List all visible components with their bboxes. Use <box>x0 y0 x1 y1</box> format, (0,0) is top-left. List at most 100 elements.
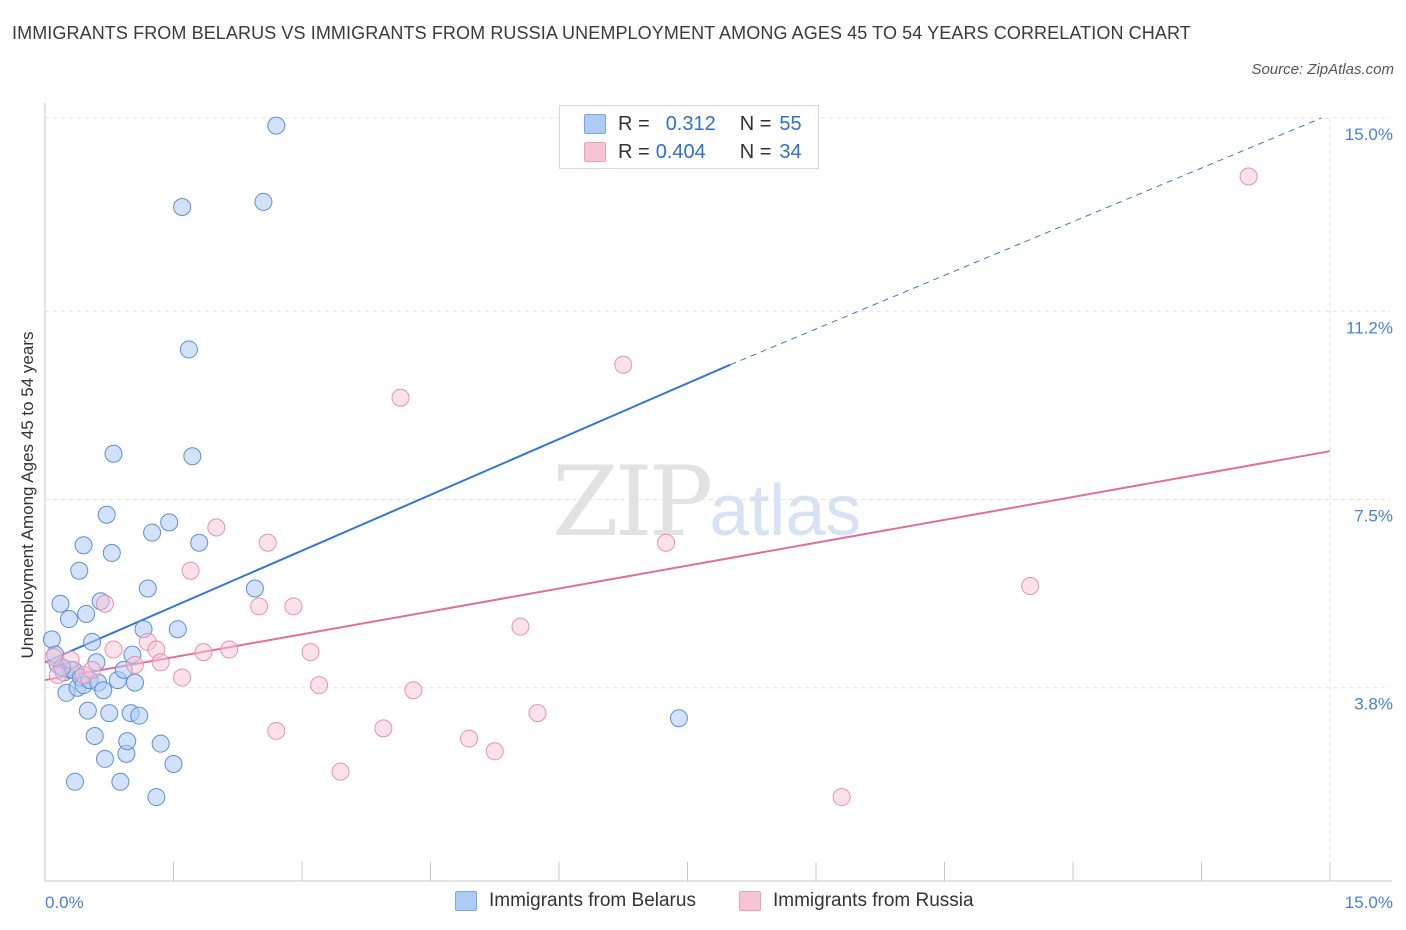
point-russia <box>220 640 239 659</box>
point-russia <box>173 668 192 687</box>
point-russia <box>125 655 144 674</box>
point-belarus <box>100 704 119 723</box>
point-belarus <box>77 604 96 623</box>
bottom-legend-belarus: Immigrants from Belarus <box>455 890 696 912</box>
point-belarus <box>190 533 209 552</box>
point-belarus <box>78 701 97 720</box>
point-belarus <box>83 632 102 651</box>
point-russia <box>61 650 80 669</box>
point-belarus <box>97 505 116 524</box>
bottom-legend-label-belarus: Immigrants from Belarus <box>489 890 696 911</box>
source-label: Source: ZipAtlas.com <box>1251 61 1394 78</box>
legend-r-value: 0.404 <box>655 140 706 163</box>
point-russia <box>832 788 851 807</box>
watermark-atlas: atlas <box>709 471 862 551</box>
y-tick-labels: 3.8% 7.5% 11.2% 15.0% <box>1345 125 1393 714</box>
legend-swatch-russia <box>584 142 606 162</box>
legend-n-value: 55 <box>779 112 802 135</box>
point-belarus <box>111 772 130 791</box>
point-belarus <box>130 706 149 725</box>
legend-r-value: 0.312 <box>665 112 716 135</box>
legend-row-russia: R = 0.404 N = 34 <box>584 140 802 164</box>
point-belarus <box>125 673 144 692</box>
point-belarus <box>138 579 157 598</box>
point-russia <box>250 597 269 616</box>
trendline-russia <box>44 450 1331 682</box>
point-belarus <box>59 610 78 629</box>
point-belarus <box>160 513 179 532</box>
y-axis-title: Unemployment Among Ages 45 to 54 years <box>18 332 37 659</box>
trendline-belarus-extension <box>730 117 1322 366</box>
point-russia <box>194 643 213 662</box>
bottom-legend-label-russia: Immigrants from Russia <box>773 890 974 911</box>
point-belarus <box>245 579 264 598</box>
point-russia <box>83 660 102 679</box>
point-belarus <box>118 732 137 751</box>
watermark-zip: ZIP <box>552 446 713 558</box>
point-belarus <box>42 630 61 649</box>
legend-n-value: 34 <box>779 140 802 163</box>
point-russia <box>511 617 530 636</box>
point-russia <box>374 719 393 738</box>
point-belarus <box>94 681 113 700</box>
point-russia <box>48 665 67 684</box>
point-belarus <box>669 709 688 728</box>
point-russia <box>258 533 277 552</box>
point-belarus <box>70 561 89 580</box>
x-tick-label-min: 0.0% <box>45 893 84 912</box>
point-russia <box>460 729 479 748</box>
point-russia <box>44 648 63 667</box>
point-russia <box>207 518 226 537</box>
trendlines <box>44 117 1331 682</box>
legend-n-label: N = <box>739 140 772 163</box>
bottom-legend-russia: Immigrants from Russia <box>739 890 974 912</box>
bottom-legend-swatch-russia <box>739 891 761 911</box>
point-russia <box>181 561 200 580</box>
legend-r-label: R = <box>618 140 650 163</box>
legend-n-label: N = <box>739 112 772 135</box>
point-belarus <box>267 116 286 135</box>
point-belarus <box>183 447 202 466</box>
point-belarus <box>95 749 114 768</box>
y-tick-label: 3.8% <box>1354 695 1393 714</box>
point-russia <box>404 681 423 700</box>
y-tick-label: 7.5% <box>1354 507 1393 526</box>
legend-r-label: R = <box>618 112 650 135</box>
point-russia <box>284 597 303 616</box>
point-belarus <box>74 536 93 555</box>
bottom-legend: Immigrants from Belarus Immigrants from … <box>0 888 1406 916</box>
point-belarus <box>143 523 162 542</box>
point-belarus <box>168 620 187 639</box>
point-russia <box>614 355 633 374</box>
point-russia <box>1239 167 1258 186</box>
point-belarus <box>51 594 70 613</box>
trendline-belarus <box>44 363 731 664</box>
point-russia <box>391 388 410 407</box>
x-tick-label-max: 15.0% <box>1345 893 1393 912</box>
point-russia <box>95 594 114 613</box>
point-russia <box>267 721 286 740</box>
point-russia <box>301 643 320 662</box>
legend: R = 0.312 N = 55 R = 0.404 N = 34 <box>559 105 819 169</box>
point-russia <box>151 653 170 672</box>
point-belarus <box>151 734 170 753</box>
point-belarus <box>85 727 104 746</box>
point-russia <box>528 704 547 723</box>
watermark: ZIPatlas <box>552 446 861 558</box>
x-ticks <box>44 862 1331 881</box>
point-belarus <box>254 192 273 211</box>
point-russia <box>104 640 123 659</box>
point-belarus <box>65 772 84 791</box>
point-belarus <box>179 340 198 359</box>
point-russia <box>657 533 676 552</box>
legend-swatch-belarus <box>584 114 606 134</box>
series-belarus <box>42 116 688 807</box>
point-russia <box>331 762 350 781</box>
axes <box>44 103 1392 882</box>
bottom-legend-swatch-belarus <box>455 891 477 911</box>
chart-title: IMMIGRANTS FROM BELARUS VS IMMIGRANTS FR… <box>12 23 1191 43</box>
y-tick-label: 11.2% <box>1346 318 1393 337</box>
series-russia <box>44 167 1258 807</box>
point-belarus <box>102 543 121 562</box>
